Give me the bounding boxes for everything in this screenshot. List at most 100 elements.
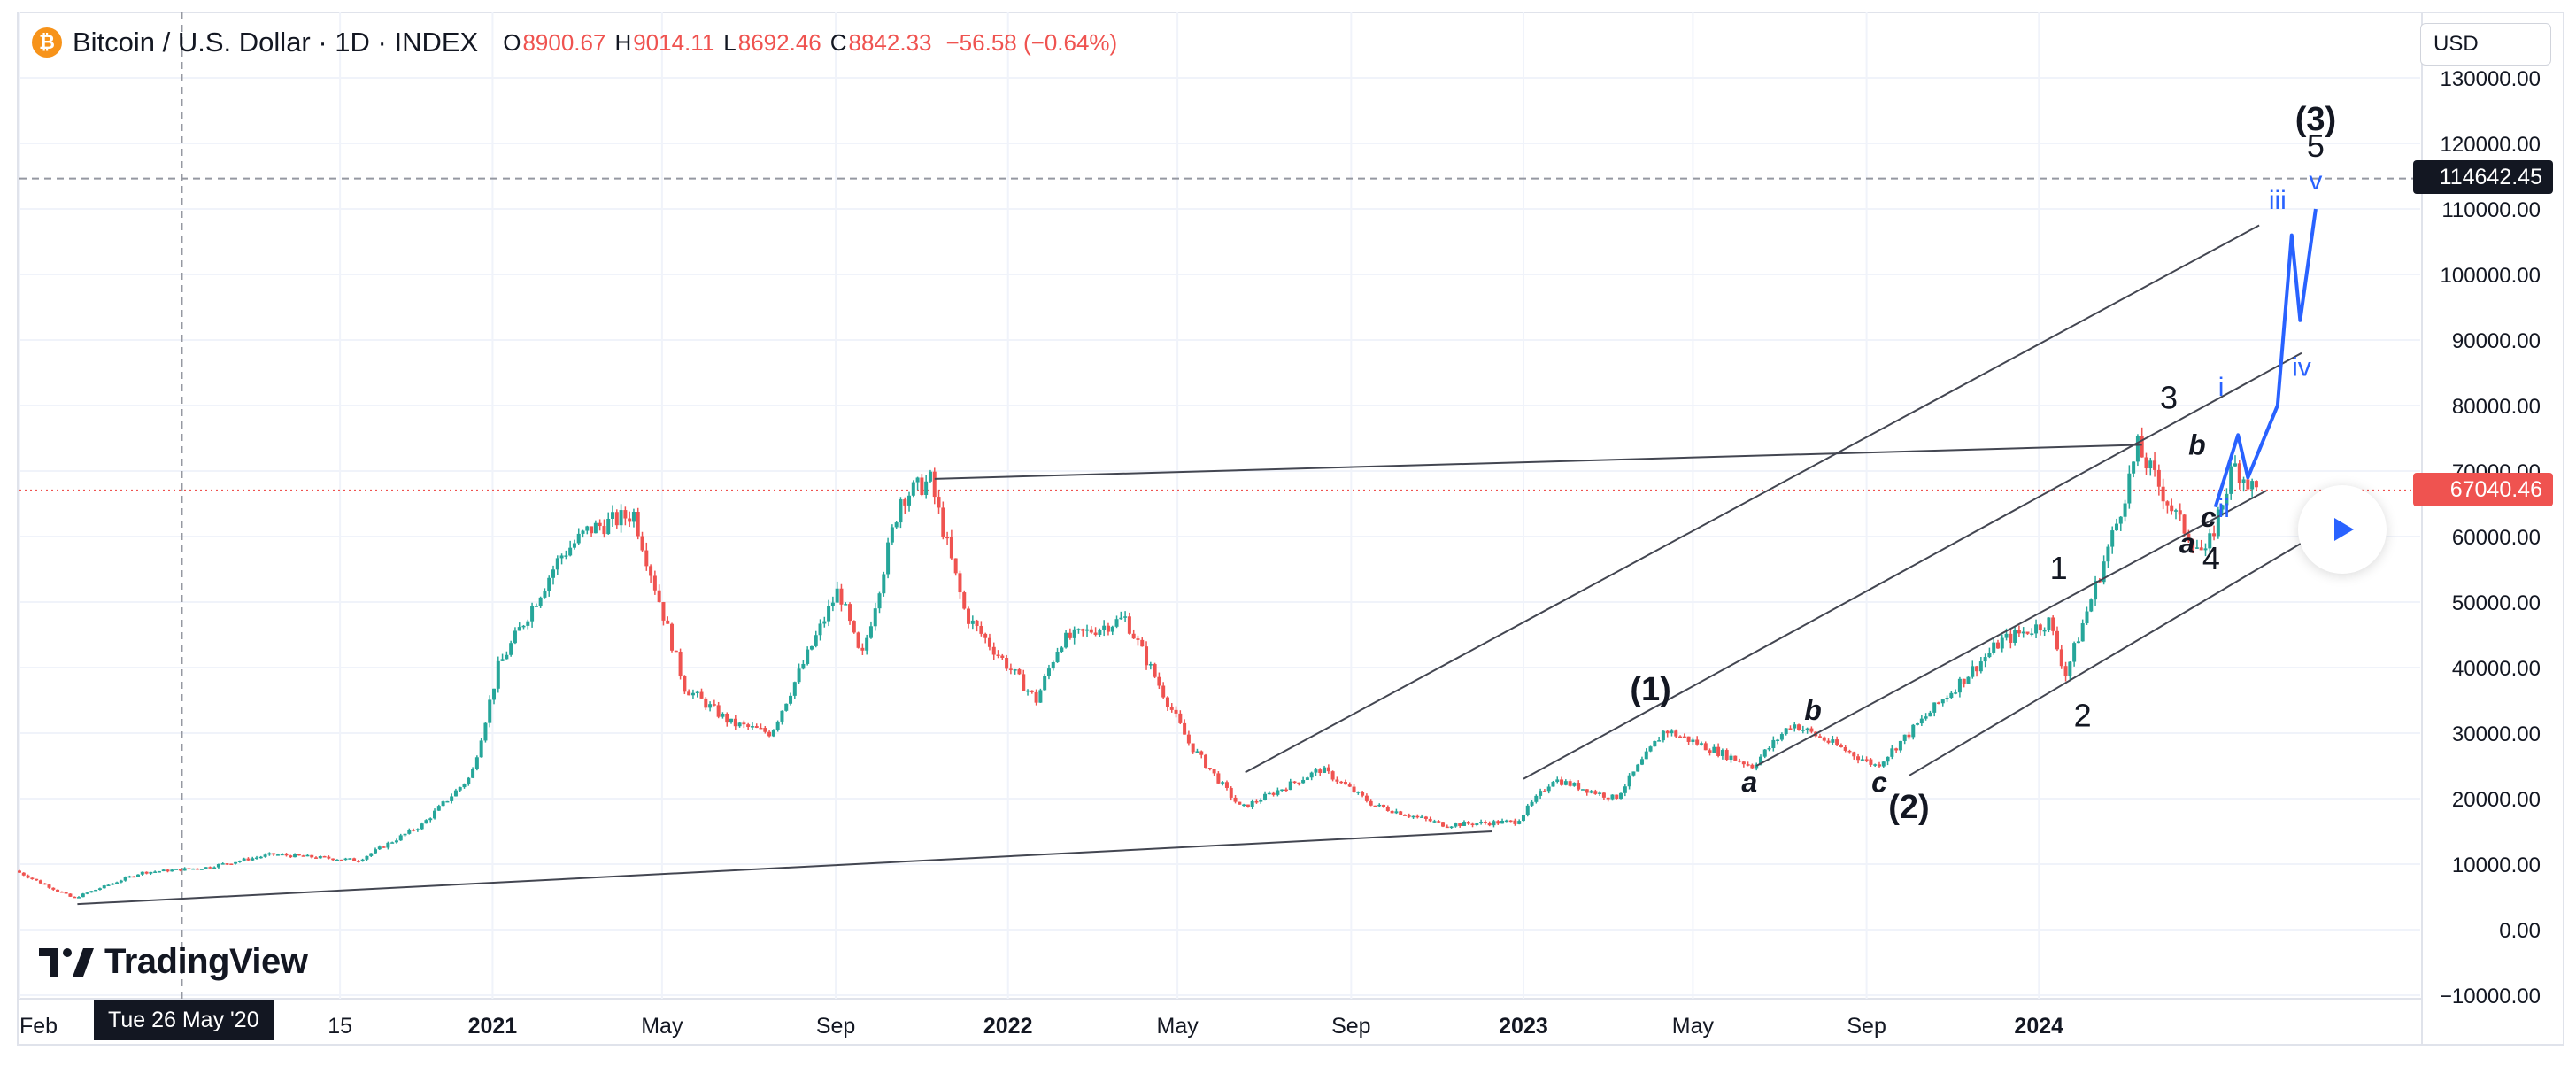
candle-body	[661, 602, 666, 621]
symbol-title[interactable]: Bitcoin / U.S. Dollar · 1D · INDEX	[73, 27, 479, 58]
candle-body	[305, 854, 310, 857]
candle-body	[1161, 685, 1166, 698]
candle-body	[2153, 460, 2157, 470]
candle-body	[38, 880, 42, 884]
candle-body	[343, 858, 348, 861]
candle-body	[1314, 769, 1318, 773]
x-tick-label: Feb	[19, 1014, 58, 1039]
candle-body	[2144, 457, 2148, 469]
candle-body	[1119, 617, 1123, 620]
candle-body	[1136, 638, 1140, 640]
candle-body	[467, 777, 471, 784]
candle-body	[568, 547, 573, 556]
low-value: 8692.46	[737, 28, 821, 56]
candle-body	[1873, 764, 1878, 766]
candle-body	[297, 854, 301, 856]
symbol-header: ₿ Bitcoin / U.S. Dollar · 1D · INDEX O 8…	[32, 23, 1117, 62]
candle-body	[1131, 633, 1136, 639]
candle-body	[1072, 629, 1076, 638]
candle-body	[543, 591, 547, 598]
candle-body	[513, 630, 517, 644]
candle-body	[899, 499, 903, 523]
candle-body	[403, 833, 407, 836]
candle-body	[1691, 739, 1695, 742]
candle-body	[725, 713, 729, 723]
play-button[interactable]	[2298, 485, 2387, 574]
candle-body	[2148, 460, 2153, 469]
candle-body	[1423, 816, 1428, 819]
candle-body	[991, 646, 996, 655]
candle-body	[1043, 676, 1047, 691]
candle-body	[767, 731, 772, 737]
y-tick-label: 120000.00	[2441, 133, 2541, 157]
candle-body	[1580, 789, 1585, 791]
candle-body	[1394, 811, 1399, 814]
candle-body	[47, 884, 51, 888]
candle-body	[839, 588, 844, 605]
candle-body	[1098, 630, 1102, 635]
candle-body	[1826, 740, 1831, 743]
candle-body	[2220, 505, 2225, 510]
candle-body	[830, 602, 835, 606]
candle-body	[170, 869, 174, 872]
y-tick-label: 30000.00	[2452, 722, 2541, 746]
candle-body	[1076, 629, 1081, 630]
candle-body	[1623, 786, 1627, 793]
candle-body	[433, 810, 437, 819]
candle-body	[1364, 795, 1369, 801]
candle-body	[1288, 781, 1292, 791]
candle-body	[903, 499, 907, 506]
candle-body	[1145, 646, 1149, 666]
candle-body	[623, 510, 628, 519]
candle-body	[1216, 773, 1221, 784]
candle-body	[1758, 756, 1762, 765]
currency-select[interactable]: USD	[2420, 23, 2551, 66]
tradingview-logo[interactable]: TradingView	[39, 942, 308, 982]
candle-body	[1437, 821, 1441, 823]
candle-body	[1822, 737, 1826, 741]
candle-body	[348, 858, 352, 860]
candle-body	[945, 537, 950, 539]
candle-body	[2038, 624, 2042, 631]
y-tick-label: 10000.00	[2452, 854, 2541, 877]
candle-body	[1678, 736, 1683, 738]
candle-body	[937, 497, 941, 508]
candle-body	[2203, 548, 2208, 551]
candle-body	[2199, 547, 2203, 551]
candle-body	[1022, 674, 1026, 691]
x-tick-label: May	[641, 1014, 683, 1039]
candle-body	[2229, 466, 2233, 494]
candle-body	[2094, 580, 2098, 600]
candle-body	[106, 884, 111, 886]
candle-body	[1263, 793, 1268, 800]
candle-body	[314, 857, 319, 859]
candle-body	[877, 593, 882, 609]
candle-body	[1619, 792, 1623, 800]
candle-body	[500, 659, 505, 661]
candle-body	[666, 620, 670, 624]
candle-body	[1356, 792, 1361, 793]
candle-body	[1657, 740, 1662, 742]
candle-body	[2165, 501, 2170, 506]
candle-body	[1869, 759, 1873, 765]
crosshair-date-label: Tue 26 May '20	[94, 1000, 274, 1040]
wave-label: iv	[2292, 353, 2311, 382]
candle-body	[1530, 801, 1534, 806]
candle-body	[474, 757, 479, 769]
candle-body	[2212, 533, 2217, 537]
candle-body	[1568, 781, 1572, 786]
candle-body	[555, 558, 559, 570]
low-label: L	[723, 28, 737, 56]
candle-body	[339, 859, 343, 861]
candle-body	[1978, 661, 1983, 672]
candle-body	[1085, 629, 1090, 631]
candle-body	[1238, 801, 1242, 805]
candle-body	[1123, 616, 1128, 618]
candle-body	[1038, 690, 1043, 703]
candle-body	[1106, 625, 1110, 632]
candle-body	[789, 695, 793, 704]
candle-body	[1428, 818, 1432, 822]
candle-body	[2182, 514, 2187, 534]
